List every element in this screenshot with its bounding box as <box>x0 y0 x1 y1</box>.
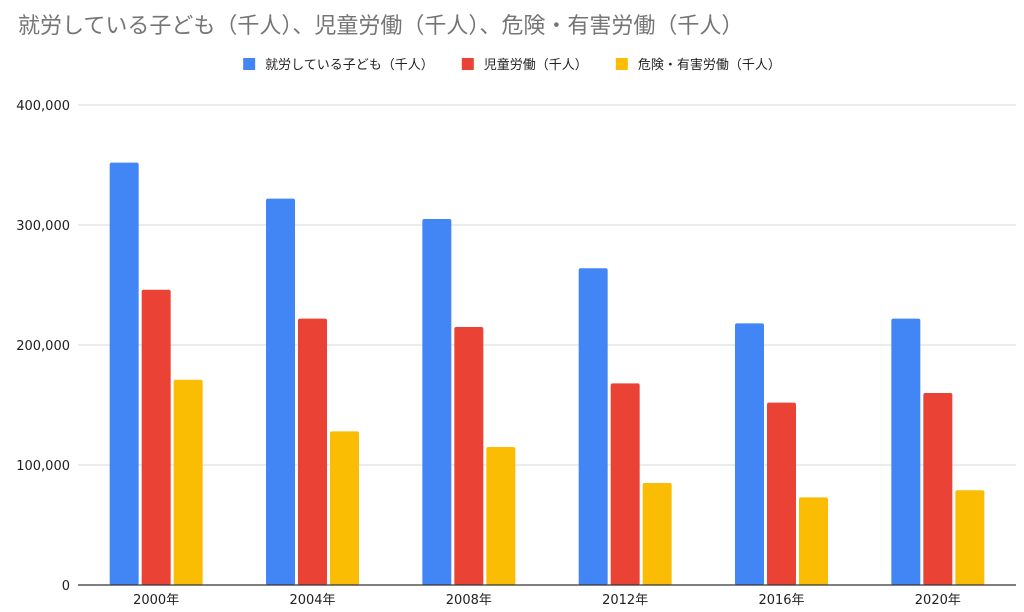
y-tick-label: 100,000 <box>16 459 70 474</box>
x-tick-label: 2004年 <box>289 593 335 608</box>
legend-item: 就労している子ども（千人） <box>243 58 434 73</box>
y-tick-label: 400,000 <box>16 99 70 114</box>
bar-1-6 <box>891 318 921 585</box>
bar-3-4 <box>642 483 672 585</box>
y-tick-label: 0 <box>62 579 70 594</box>
legend-swatch <box>461 58 474 70</box>
gridlines <box>78 104 1016 466</box>
bar-3-6 <box>955 490 985 585</box>
bar-1-2 <box>266 198 295 585</box>
bar-2-4 <box>610 383 640 585</box>
bar-2-5 <box>767 402 796 585</box>
bar-3-1 <box>173 379 203 585</box>
x-tick-label: 2000年 <box>133 593 179 608</box>
legend-item: 危険・有害労働（千人） <box>615 57 781 73</box>
legend-swatch <box>615 58 628 70</box>
bar-3-5 <box>799 497 828 585</box>
legend-label: 就労している子ども（千人） <box>265 58 434 73</box>
legend-label: 危険・有害労働（千人） <box>638 57 781 73</box>
bar-2-6 <box>923 393 953 585</box>
x-tick-label: 2008年 <box>446 593 492 608</box>
bar-2-1 <box>141 289 171 585</box>
x-axis: 2000年 2004年 2008年 2012年 2016年 2020年 <box>133 593 961 608</box>
chart-title: 就労している子ども（千人）、児童労働（千人）、危険・有害労働（千人） <box>18 14 743 39</box>
legend-item: 児童労働（千人） <box>461 57 588 73</box>
x-tick-label: 2020年 <box>915 593 961 608</box>
bar-1-5 <box>735 323 764 585</box>
legend: 就労している子ども（千人） 児童労働（千人） 危険・有害労働（千人） <box>243 57 781 73</box>
bar-2-2 <box>298 318 327 585</box>
y-tick-label: 300,000 <box>16 219 70 234</box>
legend-swatch <box>243 58 256 70</box>
bar-2-3 <box>454 327 484 585</box>
legend-label: 児童労働（千人） <box>484 57 588 73</box>
y-tick-label: 200,000 <box>16 339 70 354</box>
bars <box>78 162 1016 586</box>
bar-3-2 <box>330 431 359 585</box>
bar-1-3 <box>422 219 452 585</box>
bar-1-4 <box>578 268 608 585</box>
y-axis: 0 100,000 200,000 300,000 400,000 <box>16 99 70 594</box>
bar-1-1 <box>109 162 139 585</box>
x-tick-label: 2012年 <box>602 593 648 608</box>
x-tick-label: 2016年 <box>758 593 804 608</box>
bar-3-3 <box>486 447 516 585</box>
